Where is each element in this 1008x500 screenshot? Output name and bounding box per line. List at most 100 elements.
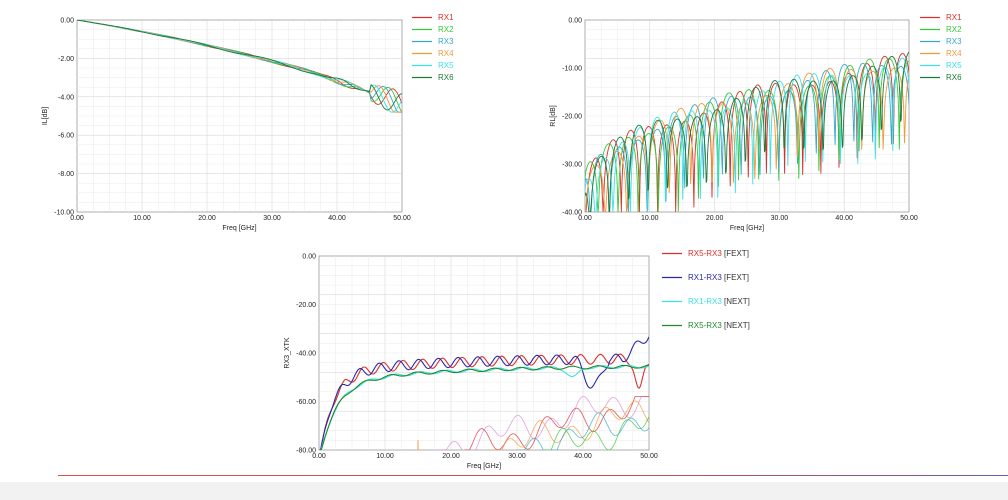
y-axis-label: RX3_XTK bbox=[284, 337, 291, 368]
footer-divider bbox=[58, 475, 1008, 476]
legend-series-name: RX4 bbox=[438, 49, 454, 58]
legend-entry: RX6 bbox=[946, 73, 962, 82]
series-line-rx4 bbox=[585, 67, 909, 212]
legend-series-name: RX2 bbox=[946, 25, 962, 34]
x-tick-label: 0.00 bbox=[70, 215, 84, 222]
x-tick-label: 0.00 bbox=[312, 453, 326, 460]
y-tick-label: -10.00 bbox=[562, 66, 582, 73]
x-axis-label: Freq [GHz] bbox=[222, 225, 256, 232]
legend-entry: RX6 bbox=[438, 73, 454, 82]
background-xtalk-line bbox=[543, 416, 649, 450]
grid-lines bbox=[585, 20, 909, 212]
y-tick-label: -40.00 bbox=[296, 351, 316, 358]
legend-series-name: RX5-RX3 bbox=[688, 321, 722, 330]
series-line-rx6 bbox=[77, 20, 402, 111]
x-tick-label: 20.00 bbox=[198, 215, 216, 222]
y-tick-label: -80.00 bbox=[296, 448, 316, 455]
legend-entry: RX5 bbox=[946, 61, 962, 70]
x-tick-label: 50.00 bbox=[900, 215, 918, 222]
legend-entry: RX3 bbox=[946, 37, 962, 46]
background-xtalk-line bbox=[490, 400, 649, 450]
x-tick-label: 30.00 bbox=[771, 215, 789, 222]
series-lines bbox=[585, 51, 909, 212]
legend-series-name: RX1 bbox=[946, 13, 962, 22]
series-line-rx3 bbox=[585, 62, 909, 212]
legend: RX1 RX2 RX3 RX4 RX5 RX6 bbox=[920, 13, 962, 82]
x-tick-label: 50.00 bbox=[393, 215, 411, 222]
legend-series-name: RX6 bbox=[438, 73, 454, 82]
legend-entry: RX2 bbox=[438, 25, 454, 34]
legend-series-name: RX1-RX3 bbox=[688, 297, 722, 306]
x-tick-label: 30.00 bbox=[263, 215, 281, 222]
legend-entry: RX5-RX3 [NEXT] bbox=[688, 321, 750, 330]
legend: RX5-RX3 [FEXT]RX1-RX3 [FEXT]RX1-RX3 [NEX… bbox=[662, 249, 750, 330]
x-tick-label: 40.00 bbox=[328, 215, 346, 222]
background-xtalk-line bbox=[437, 396, 649, 450]
legend-series-tag: [FEXT] bbox=[722, 249, 749, 258]
footer-band bbox=[0, 482, 1008, 500]
legend-series-tag: [NEXT] bbox=[722, 321, 750, 330]
series-line-rx1-rx3 bbox=[319, 336, 649, 450]
series-lines bbox=[77, 20, 402, 113]
y-tick-label: -20.00 bbox=[562, 114, 582, 121]
series-line-rx5-rx3 bbox=[319, 364, 649, 450]
x-tick-label: 0.00 bbox=[578, 215, 592, 222]
series-line-rx5 bbox=[585, 57, 909, 212]
legend-series-tag: [NEXT] bbox=[722, 297, 750, 306]
x-axis-label: Freq [GHz] bbox=[467, 463, 501, 470]
legend-entry: RX1 bbox=[438, 13, 454, 22]
x-tick-label: 40.00 bbox=[574, 453, 592, 460]
chart-il: 0.00 10.00 20.00 30.00 40.00 50.00 0.00 -2.00 -4… bbox=[42, 13, 454, 232]
legend-entry: RX3 bbox=[438, 37, 454, 46]
x-tick-label: 20.00 bbox=[442, 453, 460, 460]
legend: RX1 RX2 RX3 RX4 RX5 RX6 bbox=[412, 13, 454, 82]
chart-rl: 0.00 10.00 20.00 30.00 40.00 50.00 0.00 -10.00 -… bbox=[550, 13, 962, 232]
y-tick-label: -10.00 bbox=[54, 210, 74, 217]
chart-xtk: 0.00 10.00 20.00 30.00 40.00 50.00 0.00 -20.00 -… bbox=[284, 249, 750, 470]
x-tick-label: 30.00 bbox=[508, 453, 526, 460]
series-line-rx6 bbox=[585, 51, 909, 212]
legend-series-tag: [FEXT] bbox=[722, 273, 749, 282]
x-tick-label: 10.00 bbox=[641, 215, 659, 222]
y-tick-label: -8.00 bbox=[58, 171, 74, 178]
legend-series-name: RX2 bbox=[438, 25, 454, 34]
legend-entry: RX5-RX3 [FEXT] bbox=[688, 249, 749, 258]
x-tick-label: 10.00 bbox=[133, 215, 151, 222]
y-axis-label: RL[dB] bbox=[550, 105, 557, 126]
y-tick-label: 0.00 bbox=[568, 18, 582, 25]
grid-lines bbox=[319, 256, 649, 450]
y-tick-label: -4.00 bbox=[58, 94, 74, 101]
y-tick-label: 0.00 bbox=[302, 254, 316, 261]
x-tick-label: 50.00 bbox=[640, 453, 658, 460]
grid-lines bbox=[77, 20, 402, 212]
legend-series-name: RX6 bbox=[946, 73, 962, 82]
legend-series-name: RX3 bbox=[438, 37, 454, 46]
y-tick-label: -40.00 bbox=[562, 210, 582, 217]
series-line-rx5-rx3 bbox=[319, 353, 649, 450]
legend-entry: RX1-RX3 [NEXT] bbox=[688, 297, 750, 306]
legend-series-name: RX3 bbox=[946, 37, 962, 46]
background-xtalk-line bbox=[517, 412, 649, 450]
legend-entry: RX1 bbox=[946, 13, 962, 22]
series-lines bbox=[319, 336, 649, 450]
y-tick-label: -60.00 bbox=[296, 399, 316, 406]
y-tick-label: -6.00 bbox=[58, 133, 74, 140]
legend-series-name: RX5 bbox=[438, 61, 454, 70]
y-tick-label: -2.00 bbox=[58, 56, 74, 63]
legend-series-name: RX1-RX3 bbox=[688, 273, 722, 282]
legend-entry: RX4 bbox=[438, 49, 454, 58]
x-axis-label: Freq [GHz] bbox=[730, 225, 764, 232]
legend-series-name: RX5-RX3 bbox=[688, 249, 722, 258]
y-tick-label: -30.00 bbox=[562, 162, 582, 169]
legend-series-name: RX4 bbox=[946, 49, 962, 58]
legend-entry: RX4 bbox=[946, 49, 962, 58]
y-axis-label: IL[dB] bbox=[42, 107, 49, 125]
y-tick-label: 0.00 bbox=[60, 18, 74, 25]
x-tick-label: 10.00 bbox=[376, 453, 394, 460]
y-tick-label: -20.00 bbox=[296, 302, 316, 309]
legend-entry: RX5 bbox=[438, 61, 454, 70]
x-tick-label: 40.00 bbox=[835, 215, 853, 222]
legend-series-name: RX5 bbox=[946, 61, 962, 70]
legend-entry: RX1-RX3 [FEXT] bbox=[688, 273, 749, 282]
